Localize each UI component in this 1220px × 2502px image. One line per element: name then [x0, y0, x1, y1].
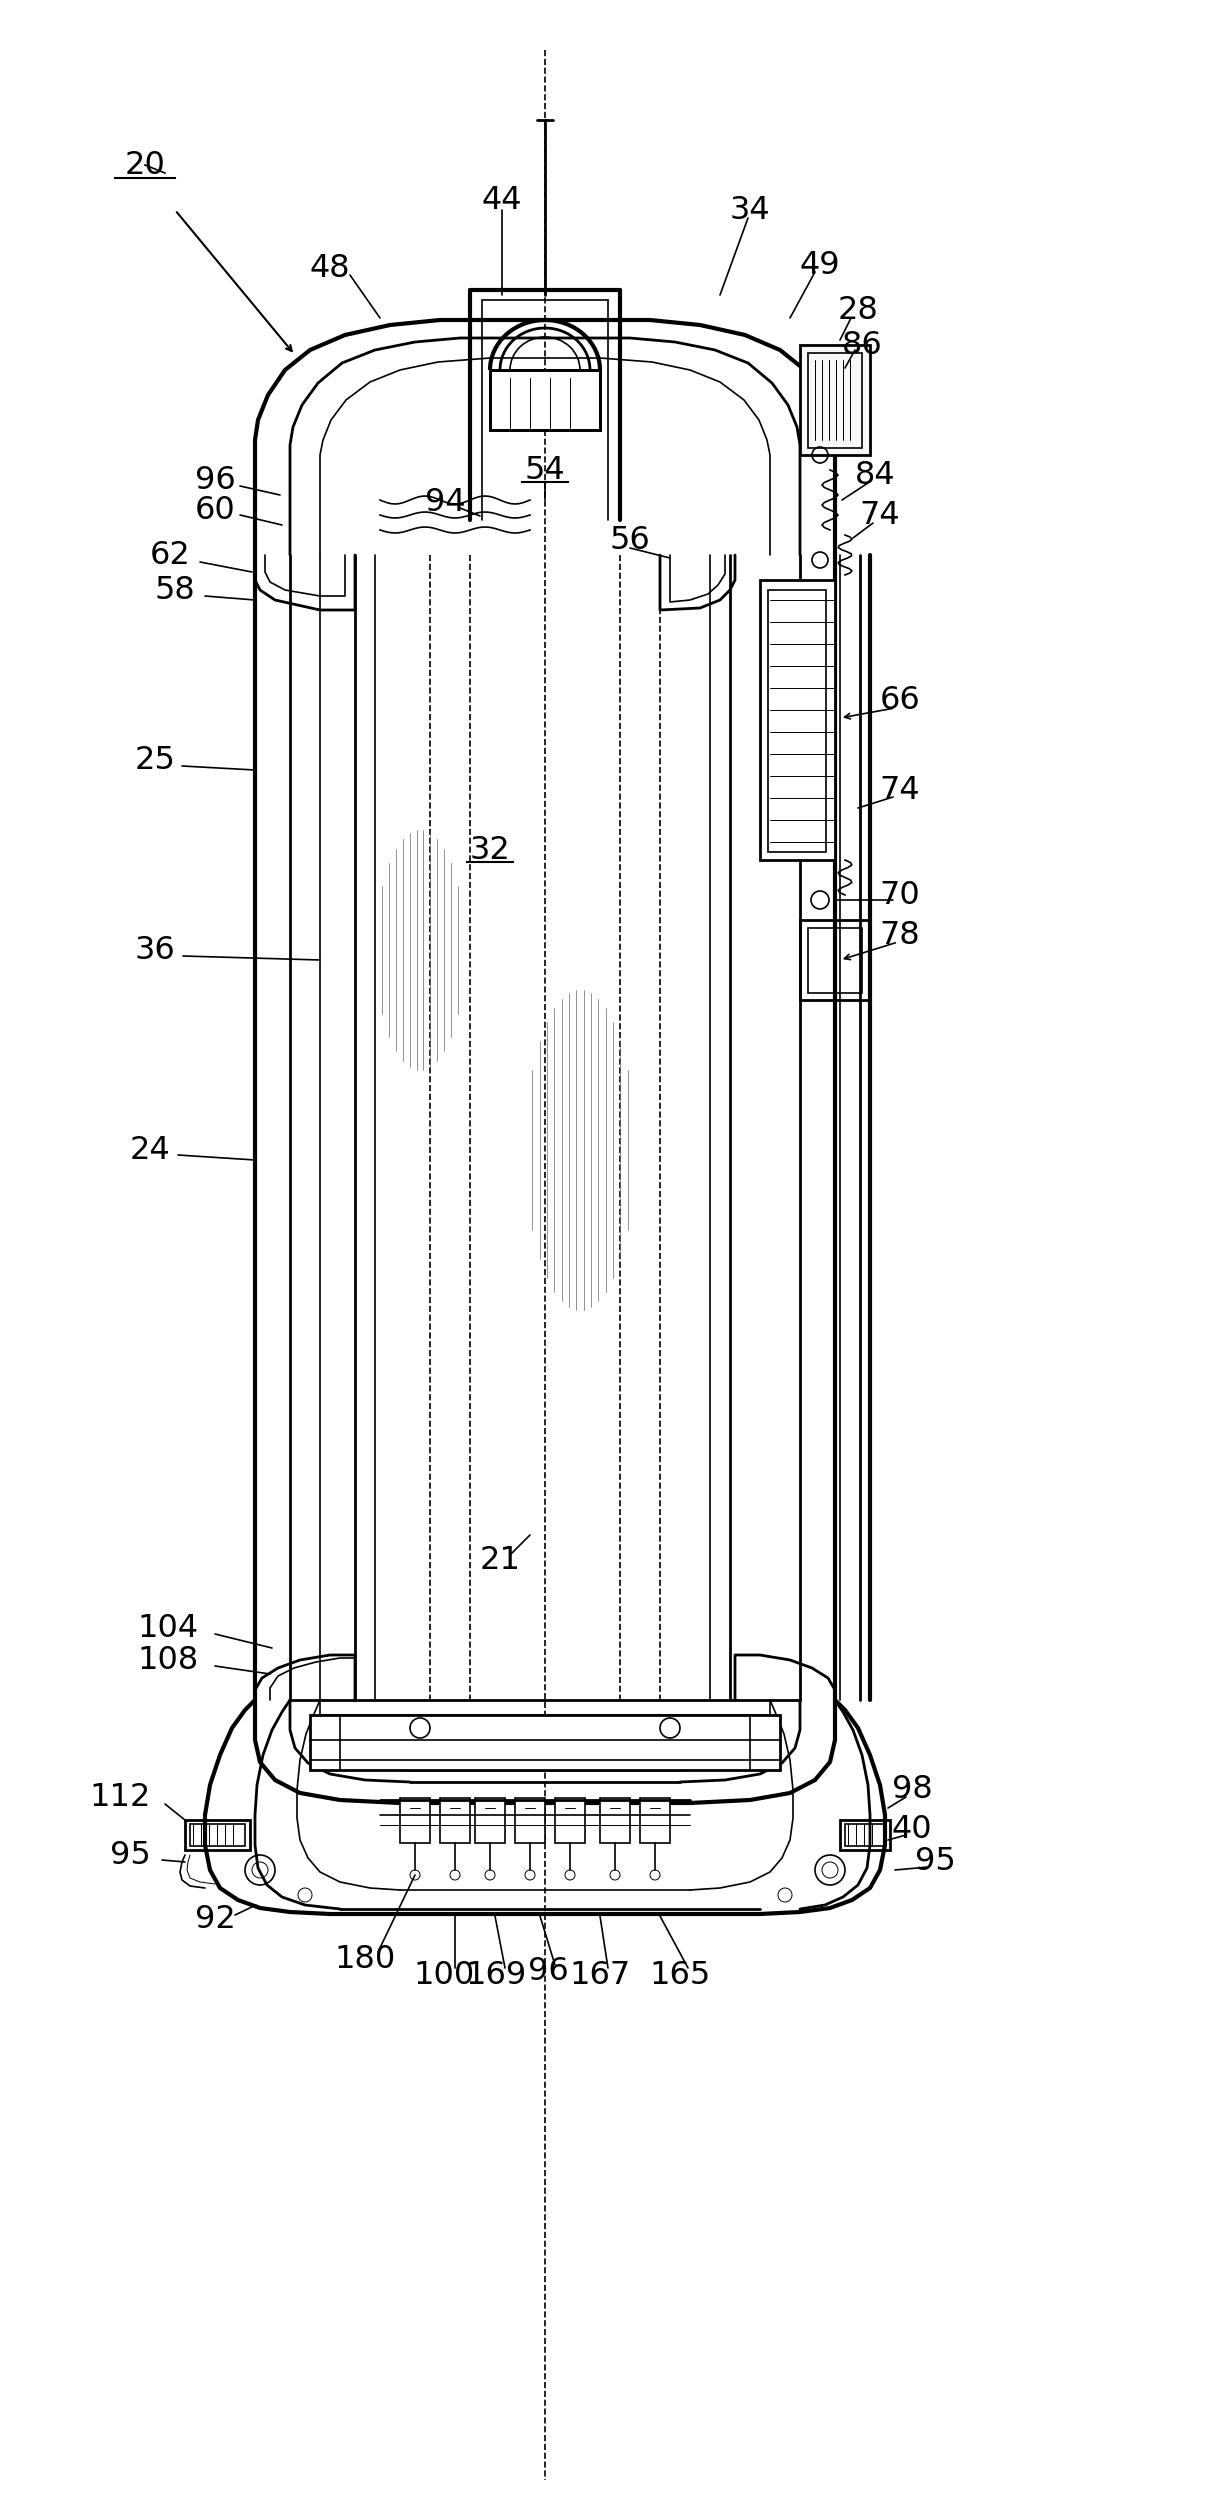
- Text: 100: 100: [414, 1959, 475, 1992]
- Bar: [841, 1819, 891, 1849]
- Bar: [800, 345, 870, 455]
- Bar: [185, 1819, 250, 1849]
- Text: 98: 98: [892, 1774, 932, 1806]
- Text: 49: 49: [799, 250, 841, 280]
- Text: 70: 70: [880, 881, 920, 911]
- Text: 28: 28: [838, 295, 878, 325]
- Bar: [440, 1799, 470, 1844]
- Text: 32: 32: [470, 836, 510, 866]
- Text: 48: 48: [310, 253, 350, 283]
- Text: 25: 25: [134, 746, 176, 776]
- Text: 58: 58: [155, 575, 195, 605]
- Bar: [490, 370, 600, 430]
- Text: 92: 92: [194, 1904, 235, 1937]
- Text: 20: 20: [124, 150, 166, 180]
- Bar: [640, 1799, 670, 1844]
- Text: 167: 167: [570, 1959, 631, 1992]
- Bar: [475, 1799, 505, 1844]
- Bar: [800, 921, 870, 1001]
- Text: 56: 56: [610, 525, 650, 555]
- Text: 74: 74: [880, 776, 920, 806]
- Text: 21: 21: [479, 1544, 521, 1576]
- Text: 180: 180: [334, 1944, 395, 1977]
- Bar: [808, 928, 863, 993]
- Text: 78: 78: [880, 921, 920, 951]
- Bar: [760, 580, 834, 861]
- Text: 44: 44: [482, 185, 522, 215]
- Text: 112: 112: [89, 1781, 151, 1814]
- Bar: [845, 1824, 884, 1846]
- Bar: [400, 1799, 429, 1844]
- Text: 95: 95: [110, 1839, 150, 1871]
- Bar: [515, 1799, 545, 1844]
- Text: 62: 62: [150, 540, 190, 570]
- Bar: [555, 1799, 586, 1844]
- Text: 84: 84: [855, 460, 895, 490]
- Bar: [190, 1824, 245, 1846]
- Bar: [600, 1799, 630, 1844]
- Text: 34: 34: [730, 195, 770, 225]
- Text: 66: 66: [880, 686, 920, 716]
- Text: 60: 60: [195, 495, 235, 525]
- Text: 36: 36: [134, 936, 176, 966]
- Text: 165: 165: [649, 1959, 710, 1992]
- Text: 104: 104: [138, 1611, 199, 1644]
- Text: 40: 40: [892, 1814, 932, 1846]
- Text: 108: 108: [138, 1644, 199, 1676]
- Text: 24: 24: [129, 1133, 171, 1166]
- Text: 86: 86: [842, 330, 882, 360]
- Text: 169: 169: [465, 1959, 527, 1992]
- Text: 95: 95: [915, 1846, 955, 1876]
- Text: 54: 54: [525, 455, 565, 485]
- Text: 74: 74: [860, 500, 900, 530]
- Bar: [808, 353, 863, 448]
- Bar: [310, 1714, 780, 1769]
- Text: 96: 96: [527, 1957, 569, 1987]
- Text: 96: 96: [195, 465, 235, 495]
- Bar: [769, 590, 826, 853]
- Text: 94: 94: [425, 485, 465, 518]
